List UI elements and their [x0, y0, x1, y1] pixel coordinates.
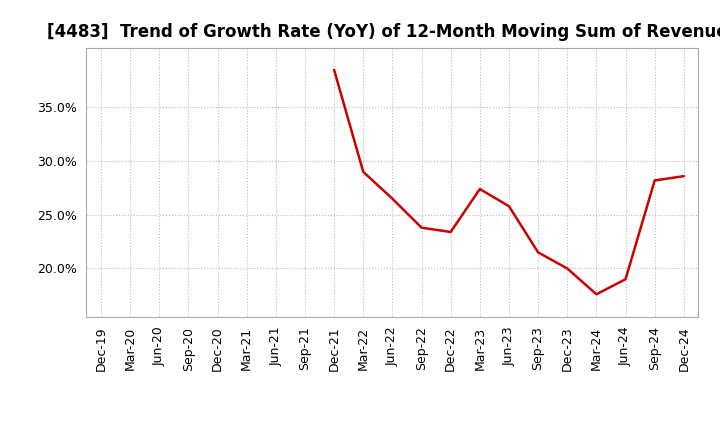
Title: [4483]  Trend of Growth Rate (YoY) of 12-Month Moving Sum of Revenues: [4483] Trend of Growth Rate (YoY) of 12-…: [47, 23, 720, 41]
